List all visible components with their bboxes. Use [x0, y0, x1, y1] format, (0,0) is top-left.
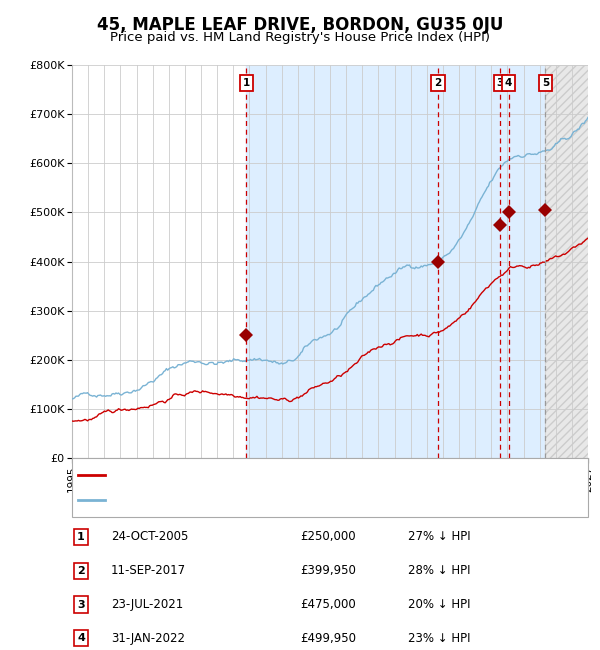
Text: 2: 2 [434, 78, 442, 88]
Text: 45, MAPLE LEAF DRIVE, BORDON, GU35 0JU: 45, MAPLE LEAF DRIVE, BORDON, GU35 0JU [97, 16, 503, 34]
Text: 45, MAPLE LEAF DRIVE, BORDON, GU35 0JU (detached house): 45, MAPLE LEAF DRIVE, BORDON, GU35 0JU (… [111, 470, 450, 480]
Text: 4: 4 [505, 78, 512, 88]
Text: 23% ↓ HPI: 23% ↓ HPI [408, 632, 470, 645]
Text: £499,950: £499,950 [300, 632, 356, 645]
Text: 27% ↓ HPI: 27% ↓ HPI [408, 530, 470, 543]
Text: 20% ↓ HPI: 20% ↓ HPI [408, 598, 470, 611]
Text: 28% ↓ HPI: 28% ↓ HPI [408, 564, 470, 577]
Text: 3: 3 [496, 78, 504, 88]
Bar [545, 65, 588, 458]
Text: 31-JAN-2022: 31-JAN-2022 [111, 632, 185, 645]
Bar [545, 65, 588, 458]
Text: £475,000: £475,000 [300, 598, 356, 611]
Text: Price paid vs. HM Land Registry's House Price Index (HPI): Price paid vs. HM Land Registry's House … [110, 31, 490, 44]
Text: 3: 3 [77, 599, 85, 610]
Text: 24-OCT-2005: 24-OCT-2005 [111, 530, 188, 543]
Text: 5: 5 [542, 78, 549, 88]
Text: HPI: Average price, detached house, East Hampshire: HPI: Average price, detached house, East… [111, 495, 400, 505]
Text: 1: 1 [243, 78, 250, 88]
Text: 11-SEP-2017: 11-SEP-2017 [111, 564, 186, 577]
Text: £399,950: £399,950 [300, 564, 356, 577]
Text: 2: 2 [77, 566, 85, 576]
Text: 23-JUL-2021: 23-JUL-2021 [111, 598, 183, 611]
Bar [247, 65, 545, 458]
Text: 1: 1 [77, 532, 85, 542]
Text: 4: 4 [77, 633, 85, 644]
Text: £250,000: £250,000 [300, 530, 356, 543]
